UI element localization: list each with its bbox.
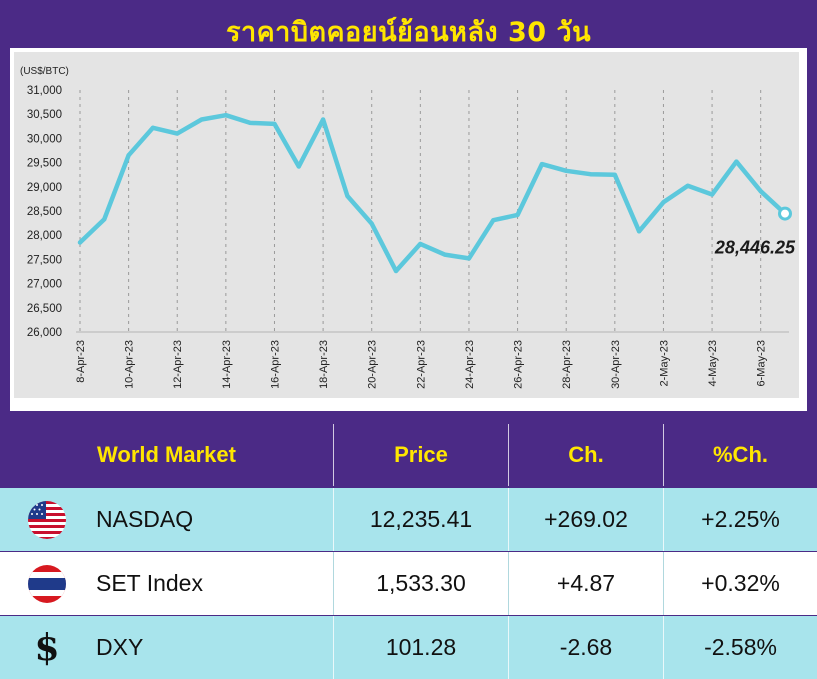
price-line-chart: (US$/BTC) 26,000 26,500 27,000 27,500 28,000… (14, 52, 799, 398)
data-point (223, 113, 228, 118)
us-flag-icon (28, 500, 66, 539)
percent-change-value: -2.58% (663, 616, 817, 679)
plot-area (14, 52, 799, 398)
header-percent-change: %Ch. (663, 424, 817, 486)
table-row: $ DXY 101.28 -2.68 -2.58% (0, 616, 817, 679)
data-point (126, 153, 131, 158)
last-value-label: 28,446.25 (714, 238, 796, 258)
data-point (369, 221, 374, 226)
world-market-table: World Market Price Ch. %Ch. (0, 424, 817, 679)
header-change: Ch. (508, 424, 663, 486)
data-point (102, 217, 107, 222)
data-point (150, 125, 155, 130)
percent-change-value: +2.25% (663, 488, 817, 551)
data-point (418, 241, 423, 246)
data-point (710, 192, 715, 197)
data-point (661, 200, 666, 205)
y-tick-label: 30,000 (27, 133, 62, 145)
data-point (78, 240, 82, 245)
header-price: Price (333, 424, 508, 486)
x-tick-label: 14-Apr-23 (221, 340, 233, 389)
x-tick-label: 16-Apr-23 (269, 340, 281, 389)
x-tick-label: 6-May-23 (756, 340, 768, 386)
y-tick-label: 29,000 (27, 182, 62, 194)
y-axis-unit-label: (US$/BTC) (20, 66, 69, 77)
table-row: NASDAQ 12,235.41 +269.02 +2.25% (0, 488, 817, 551)
data-point (394, 269, 399, 274)
market-name: NASDAQ (96, 506, 194, 532)
table-row: SET Index 1,533.30 +4.87 +0.32% (0, 552, 817, 615)
y-tick-label: 31,000 (27, 85, 62, 97)
change-value: +4.87 (508, 552, 663, 615)
data-point (345, 193, 350, 198)
change-value: -2.68 (508, 616, 663, 679)
thai-flag-icon (28, 564, 66, 603)
data-point (272, 121, 277, 126)
data-point (758, 189, 763, 194)
market-name: SET Index (96, 570, 203, 596)
data-point (321, 117, 326, 122)
x-tick-label: 26-Apr-23 (513, 340, 525, 389)
x-tick-label: 12-Apr-23 (172, 340, 184, 389)
data-point (296, 164, 301, 169)
table-header-row: World Market Price Ch. %Ch. (0, 424, 817, 486)
x-tick-label: 20-Apr-23 (367, 340, 379, 389)
last-data-point (778, 206, 792, 221)
x-tick-label: 24-Apr-23 (464, 340, 476, 389)
data-point (442, 252, 447, 257)
chart-panel: (US$/BTC) 26,000 26,500 27,000 27,500 28,000… (10, 48, 807, 411)
y-tick-label: 26,500 (27, 303, 62, 315)
y-tick-label: 29,500 (27, 158, 62, 170)
data-point (564, 168, 569, 173)
data-point (734, 159, 739, 164)
x-tick-label: 8-Apr-23 (75, 340, 87, 383)
y-tick-label: 30,500 (27, 109, 62, 121)
market-cell: SET Index (0, 552, 333, 615)
data-point (637, 229, 642, 234)
x-tick-label: 28-Apr-23 (561, 340, 573, 389)
y-tick-label: 28,500 (27, 206, 62, 218)
price-value: 101.28 (333, 616, 508, 679)
series-line (77, 112, 788, 274)
x-tick-label: 4-May-23 (707, 340, 719, 386)
data-point (491, 218, 496, 223)
dollar-sign-icon: $ (34, 626, 60, 669)
market-cell: NASDAQ (0, 488, 333, 551)
market-cell: $ DXY (0, 616, 333, 679)
x-tick-label: 22-Apr-23 (415, 340, 427, 389)
data-point (515, 212, 520, 217)
y-tick-label: 26,000 (27, 327, 62, 339)
data-point (175, 131, 180, 136)
header-market: World Market (0, 424, 333, 486)
y-tick-label: 27,500 (27, 254, 62, 266)
change-value: +269.02 (508, 488, 663, 551)
price-value: 1,533.30 (333, 552, 508, 615)
price-value: 12,235.41 (333, 488, 508, 551)
header-market-label: World Market (97, 442, 236, 467)
x-tick-label: 30-Apr-23 (610, 340, 622, 389)
data-point (588, 172, 593, 177)
data-point (199, 117, 204, 122)
data-point (466, 256, 471, 261)
chart-title: ราคาบิตคอยน์ย้อนหลัง 30 วัน (225, 17, 592, 48)
data-point (685, 183, 690, 188)
y-tick-label: 27,000 (27, 279, 62, 291)
x-tick-label: 18-Apr-23 (318, 340, 330, 389)
x-tick-label: 10-Apr-23 (124, 340, 136, 389)
percent-change-value: +0.32% (663, 552, 817, 615)
market-name: DXY (96, 634, 144, 660)
data-point (539, 162, 544, 167)
x-tick-label: 2-May-23 (658, 340, 670, 386)
data-point (248, 120, 253, 125)
y-tick-label: 28,000 (27, 230, 62, 242)
data-point (612, 172, 617, 177)
